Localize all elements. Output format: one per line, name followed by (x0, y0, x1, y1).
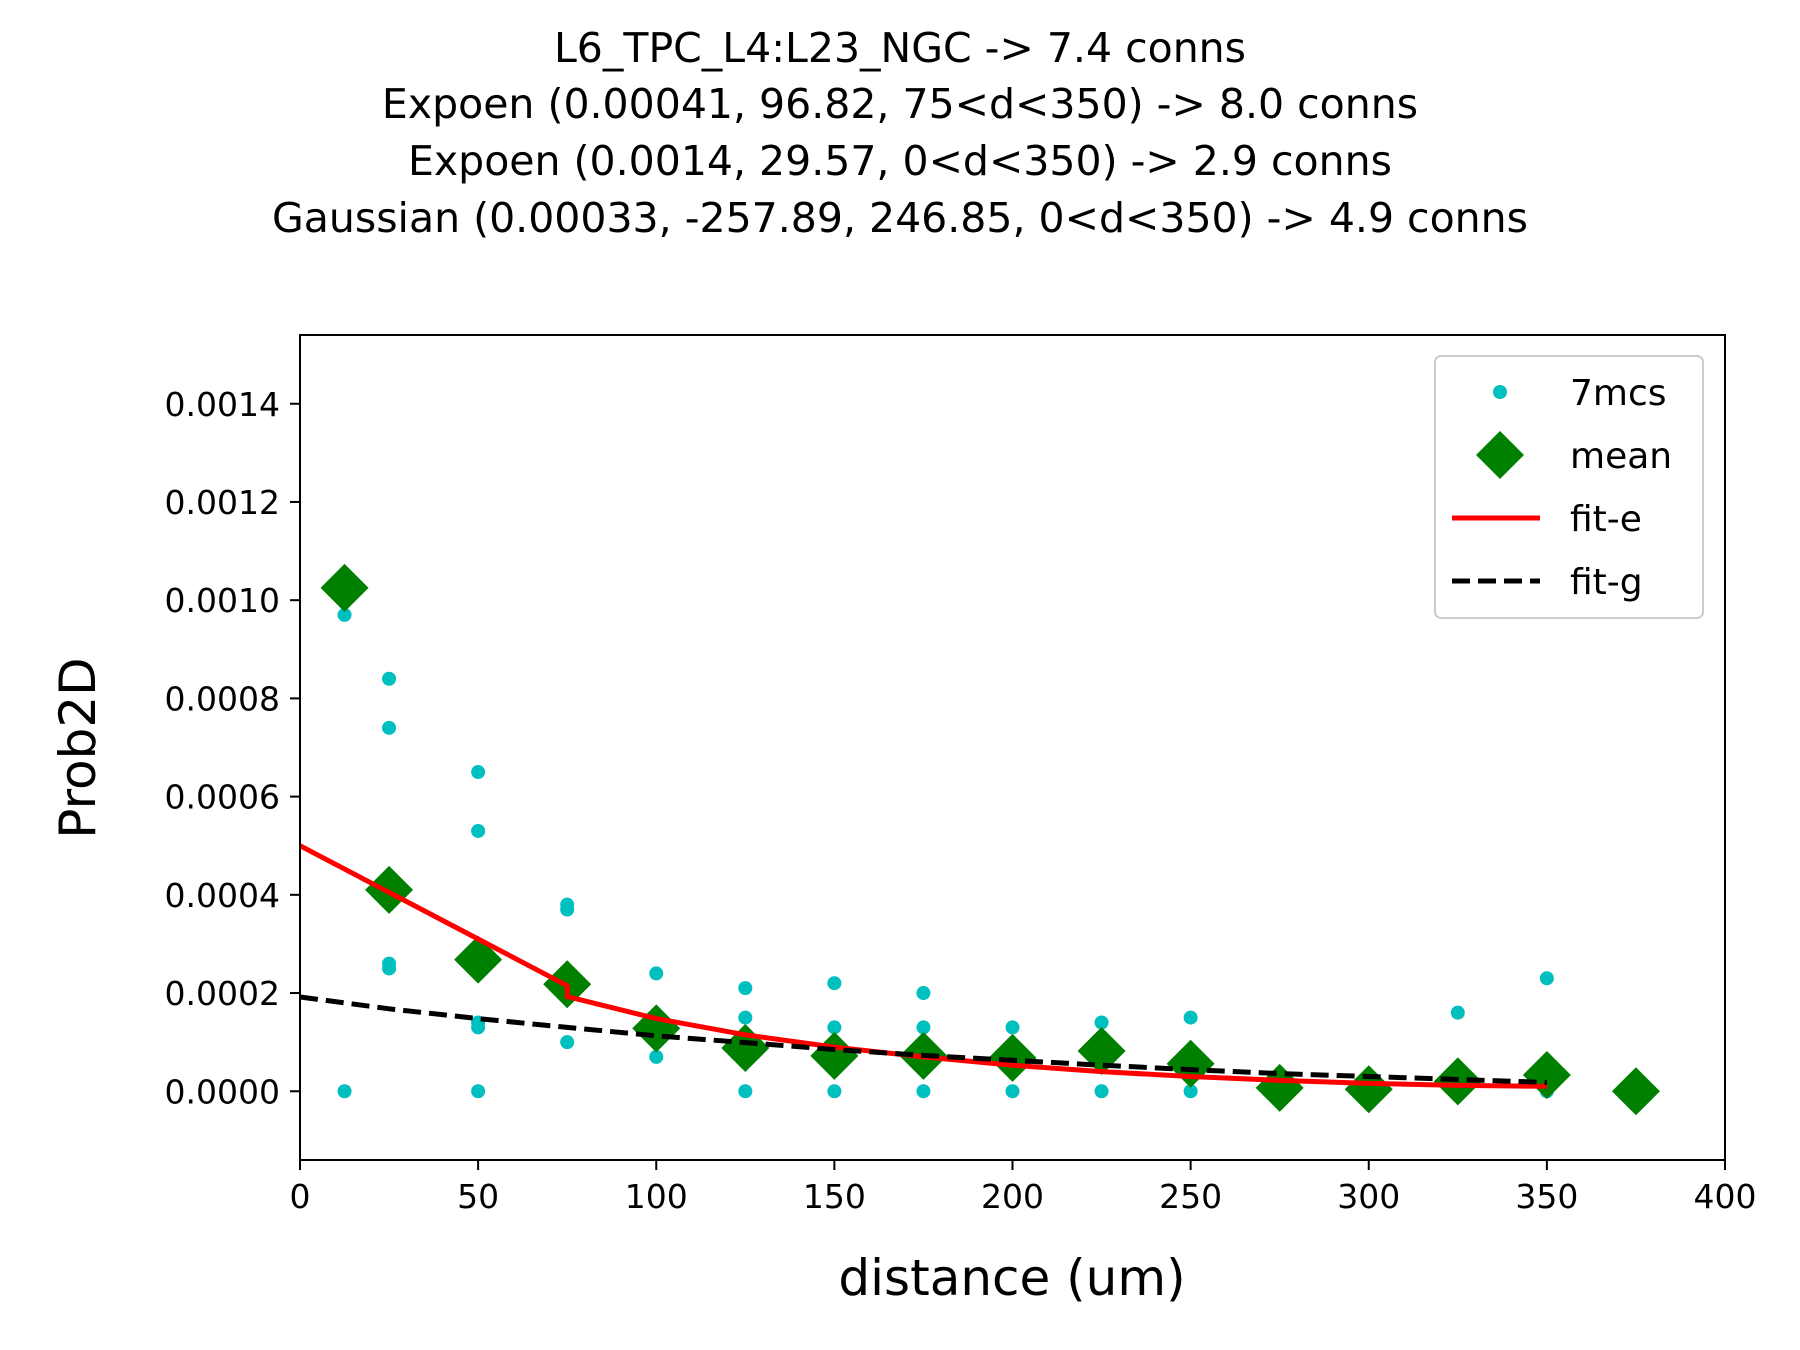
marker-mean-2 (454, 935, 503, 984)
y-axis: 0.0000 0.0002 0.0004 0.0006 0.0008 0.0010 0.00… (165, 385, 300, 1111)
y-tick-label-1: 0.0002 (165, 974, 280, 1013)
legend-item-fit-g: fit-g (1452, 562, 1643, 603)
legend-item-mean: mean (1476, 431, 1672, 479)
x-tick-label-1: 50 (457, 1177, 499, 1216)
point-7mcs-0 (337, 607, 352, 622)
y-tick-label-3: 0.0006 (165, 778, 280, 817)
x-axis: 0 50 100 150 200 250 300 350 400 (290, 1160, 1757, 1216)
point-7mcs-7 (471, 823, 486, 838)
series-fit-g (300, 994, 1547, 1085)
point-7mcs-2 (382, 671, 397, 686)
y-axis-label: Prob2D (49, 657, 107, 838)
point-7mcs-28 (1094, 1015, 1109, 1030)
legend-swatch-mean (1476, 431, 1524, 479)
x-axis-label: distance (um) (838, 1249, 1185, 1307)
x-tick-label-4: 200 (981, 1177, 1044, 1216)
x-tick-label-3: 150 (803, 1177, 866, 1216)
line-fit-g (300, 994, 1547, 1085)
point-7mcs-23 (916, 986, 931, 1001)
legend-label-7mcs: 7mcs (1570, 373, 1667, 414)
point-7mcs-25 (916, 1084, 931, 1099)
point-7mcs-26 (1005, 1020, 1020, 1035)
point-7mcs-20 (827, 976, 842, 991)
point-7mcs-21 (827, 1020, 842, 1035)
legend-swatch-7mcs (1493, 385, 1507, 399)
point-7mcs-5 (382, 961, 397, 976)
x-tick-label-2: 100 (625, 1177, 688, 1216)
point-7mcs-24 (916, 1020, 931, 1035)
marker-mean-0 (320, 563, 369, 612)
point-7mcs-35 (1539, 971, 1554, 986)
legend-label-mean: mean (1570, 436, 1672, 477)
chart-title: L6_TPC_L4:L23_NGC -> 7.4 conns Expoen (0… (272, 24, 1528, 242)
title-line-2: Expoen (0.00041, 96.82, 75<d<350) -> 8.0… (382, 80, 1418, 128)
point-7mcs-19 (738, 1084, 753, 1099)
marker-mean-14 (1522, 1051, 1571, 1100)
point-7mcs-34 (1450, 1005, 1465, 1020)
point-7mcs-31 (1183, 1084, 1198, 1099)
point-7mcs-27 (1005, 1084, 1020, 1099)
y-tick-label-2: 0.0004 (165, 876, 280, 915)
marker-mean-12 (1344, 1065, 1393, 1114)
plot-data (300, 563, 1660, 1116)
marker-mean-4 (632, 1004, 681, 1053)
title-line-4: Gaussian (0.00033, -257.89, 246.85, 0<d<… (272, 194, 1528, 242)
y-tick-label-7: 0.0014 (165, 385, 280, 424)
point-7mcs-18 (738, 1010, 753, 1025)
x-tick-label-0: 0 (290, 1177, 311, 1216)
y-tick-label-6: 0.0012 (165, 483, 280, 522)
point-7mcs-12 (560, 902, 575, 917)
legend-item-fit-e: fit-e (1452, 499, 1642, 540)
y-tick-label-0: 0.0000 (165, 1072, 280, 1111)
point-7mcs-3 (382, 720, 397, 735)
point-7mcs-22 (827, 1084, 842, 1099)
legend-item-7mcs: 7mcs (1493, 373, 1667, 414)
legend-label-fit-e: fit-e (1570, 499, 1642, 540)
title-line-1: L6_TPC_L4:L23_NGC -> 7.4 conns (554, 24, 1246, 72)
point-7mcs-29 (1094, 1084, 1109, 1099)
title-line-3: Expoen (0.0014, 29.57, 0<d<350) -> 2.9 c… (408, 137, 1392, 185)
legend: 7mcs mean fit-e fit-g (1434, 355, 1704, 619)
point-7mcs-14 (649, 966, 664, 981)
legend-label-fit-g: fit-g (1570, 562, 1643, 603)
point-7mcs-13 (560, 1035, 575, 1050)
series-mean (320, 563, 1660, 1116)
y-tick-label-5: 0.0010 (165, 581, 280, 620)
x-tick-label-6: 300 (1337, 1177, 1400, 1216)
point-7mcs-16 (649, 1049, 664, 1064)
marker-mean-6 (810, 1031, 859, 1080)
point-7mcs-9 (471, 1020, 486, 1035)
point-7mcs-17 (738, 981, 753, 996)
x-tick-label-7: 350 (1515, 1177, 1578, 1216)
point-7mcs-6 (471, 765, 486, 780)
point-7mcs-10 (471, 1084, 486, 1099)
legend-box (1434, 355, 1704, 619)
marker-mean-10 (1166, 1039, 1215, 1088)
x-tick-label-5: 250 (1159, 1177, 1222, 1216)
point-7mcs-1 (337, 1084, 352, 1099)
y-tick-label-4: 0.0008 (165, 679, 280, 718)
point-7mcs-30 (1183, 1010, 1198, 1025)
marker-mean-15 (1611, 1067, 1660, 1116)
x-tick-label-8: 400 (1694, 1177, 1757, 1216)
